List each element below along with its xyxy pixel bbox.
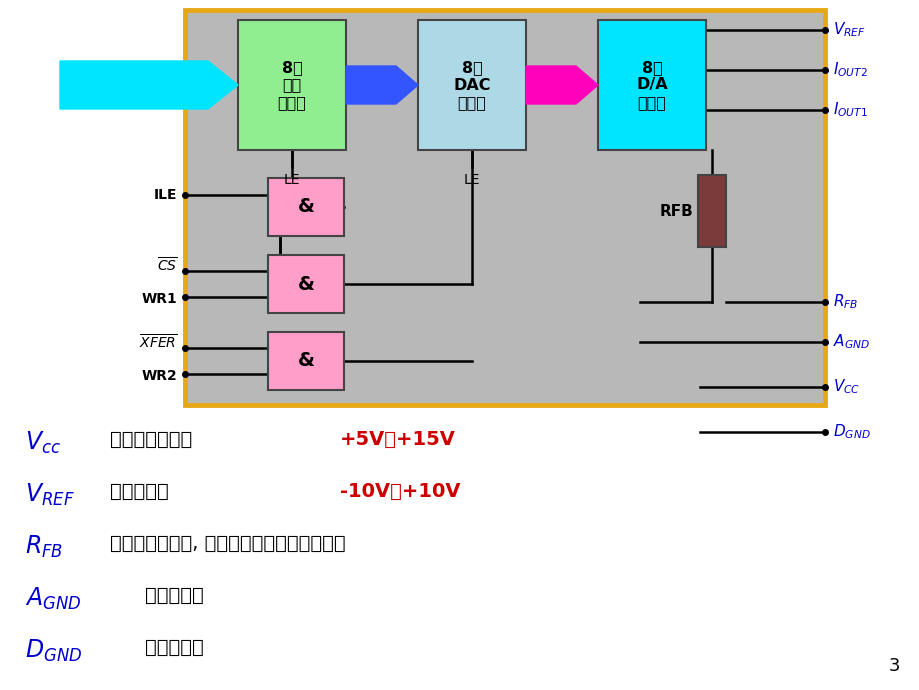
Text: $V_{cc}$: $V_{cc}$ (25, 430, 61, 456)
Text: $I_{OUT2}$: $I_{OUT2}$ (832, 61, 867, 79)
Text: 芯片电源电压，: 芯片电源电压， (110, 430, 192, 449)
Text: $I_{OUT1}$: $I_{OUT1}$ (832, 101, 867, 119)
Text: $A_{GND}$: $A_{GND}$ (832, 333, 869, 351)
Text: &: & (297, 275, 314, 293)
Text: $R_{FB}$: $R_{FB}$ (25, 534, 63, 560)
Text: $A_{GND}$: $A_{GND}$ (25, 586, 82, 612)
Text: $\overline{XFER}$: $\overline{XFER}$ (139, 333, 176, 351)
Text: 8位
DAC
寄存器: 8位 DAC 寄存器 (453, 60, 490, 110)
Text: +5V～+15V: +5V～+15V (340, 430, 456, 449)
FancyBboxPatch shape (267, 332, 344, 390)
FancyArrow shape (346, 66, 417, 104)
Text: LE: LE (463, 173, 480, 187)
Text: $V_{REF}$: $V_{REF}$ (832, 21, 865, 39)
Text: &: & (297, 197, 314, 217)
Text: $V_{CC}$: $V_{CC}$ (832, 377, 859, 396)
Text: DI7~DI0: DI7~DI0 (107, 77, 176, 92)
FancyBboxPatch shape (698, 175, 725, 247)
Text: ILE: ILE (153, 188, 176, 202)
Text: $R_{FB}$: $R_{FB}$ (832, 293, 857, 311)
FancyBboxPatch shape (597, 20, 705, 150)
Text: WR2: WR2 (142, 368, 176, 383)
Text: 3: 3 (888, 657, 899, 675)
FancyBboxPatch shape (267, 255, 344, 313)
Text: 8位
输入
寄存器: 8位 输入 寄存器 (278, 60, 306, 110)
Text: RFB: RFB (659, 204, 692, 219)
Text: 反馈电阻引出端, 此端可接运算放大器输出端: 反馈电阻引出端, 此端可接运算放大器输出端 (110, 534, 346, 553)
Text: -10V～+10V: -10V～+10V (340, 482, 460, 501)
Text: $D_{GND}$: $D_{GND}$ (25, 638, 82, 664)
Text: LE: LE (283, 173, 300, 187)
Text: &: & (297, 351, 314, 371)
Text: WR1: WR1 (142, 292, 176, 306)
FancyArrow shape (60, 61, 238, 109)
Text: 数字信号地: 数字信号地 (145, 638, 203, 657)
FancyBboxPatch shape (238, 20, 346, 150)
Text: $V_{REF}$: $V_{REF}$ (25, 482, 74, 509)
Text: 8位
D/A
转换器: 8位 D/A 转换器 (636, 60, 667, 110)
Text: 模拟信号地: 模拟信号地 (145, 586, 203, 605)
Text: $\overline{CS}$: $\overline{CS}$ (156, 256, 176, 275)
FancyBboxPatch shape (185, 10, 824, 405)
Text: $D_{GND}$: $D_{GND}$ (832, 423, 869, 442)
FancyBboxPatch shape (267, 178, 344, 236)
FancyBboxPatch shape (417, 20, 526, 150)
Text: 参考电压，: 参考电压， (110, 482, 168, 501)
FancyArrow shape (526, 66, 597, 104)
